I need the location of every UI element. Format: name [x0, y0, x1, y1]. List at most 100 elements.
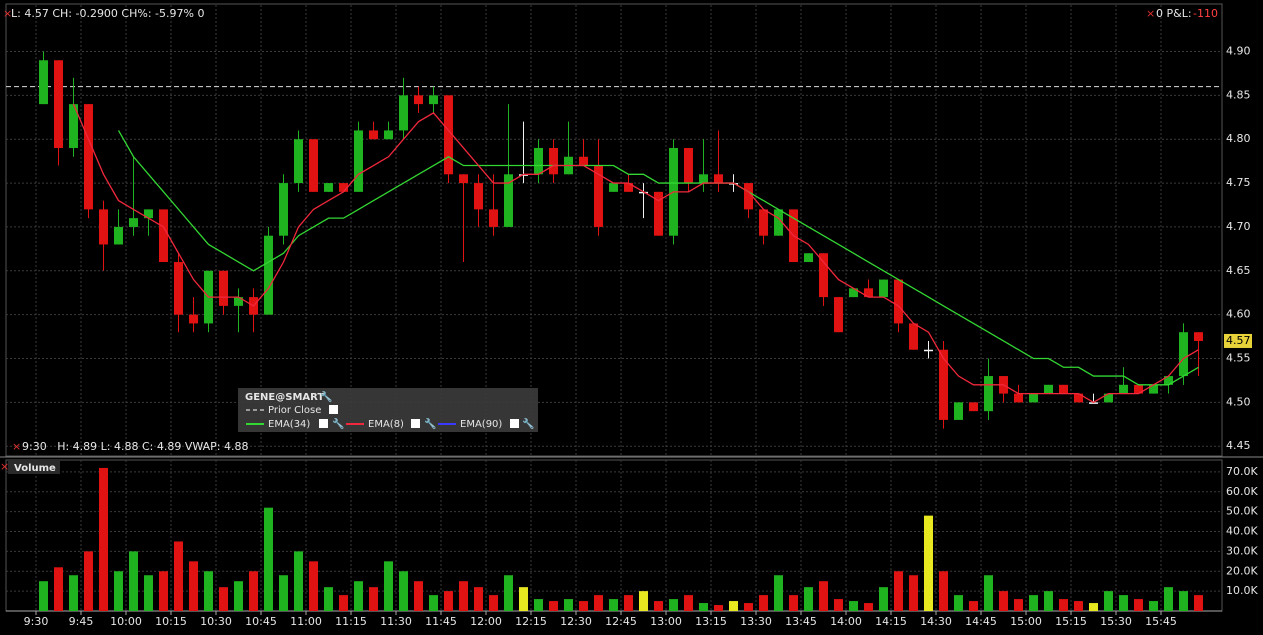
- close-icon[interactable]: ×: [0, 460, 9, 473]
- checkbox[interactable]: [329, 405, 338, 414]
- settings-icon[interactable]: 🔧: [320, 390, 332, 403]
- y-tick-label: 4.60: [1226, 308, 1251, 321]
- x-tick-label: 11:30: [380, 615, 412, 628]
- x-tick-label: 14:45: [965, 615, 997, 628]
- y-tick-label: 20.0K: [1226, 564, 1258, 577]
- candle-body: [654, 191, 663, 236]
- candle-body: [774, 209, 783, 236]
- close-icon[interactable]: ×: [1146, 7, 1155, 20]
- volume-bar: [414, 581, 423, 611]
- volume-bar: [174, 541, 183, 611]
- x-tick-label: 9:45: [69, 615, 94, 628]
- volume-bar: [804, 587, 813, 611]
- settings-icon[interactable]: 🔧: [522, 417, 534, 430]
- volume-bar: [234, 581, 243, 611]
- x-tick-label: 13:15: [695, 615, 727, 628]
- quote-line: L: 4.57 CH: -0.2900 CH%: -5.97% 0: [11, 7, 204, 20]
- settings-icon[interactable]: 🔧: [424, 417, 436, 430]
- candle-body: [609, 183, 618, 192]
- candle-body: [504, 174, 513, 227]
- x-tick-label: 9:30: [24, 615, 49, 628]
- volume-bar: [969, 601, 978, 611]
- x-tick-label: 13:00: [650, 615, 682, 628]
- candle-body: [339, 183, 348, 192]
- y-tick-label: 10.0K: [1226, 584, 1258, 597]
- candle-body: [759, 209, 768, 236]
- ema-line: [72, 103, 1199, 404]
- candle-body: [954, 402, 963, 420]
- candle-body: [69, 104, 78, 148]
- volume-bar: [309, 561, 318, 611]
- x-tick-label: 10:15: [155, 615, 187, 628]
- candle-body: [1104, 393, 1113, 403]
- x-tick-label: 12:45: [605, 615, 637, 628]
- y-tick-label: 4.90: [1226, 44, 1251, 57]
- y-tick-label: 4.65: [1226, 264, 1251, 277]
- candle-body: [804, 253, 813, 263]
- volume-bar: [489, 595, 498, 611]
- grid-layer: [6, 5, 1222, 611]
- candle-body: [129, 218, 138, 227]
- volume-bar: [1179, 591, 1188, 611]
- volume-bar: [504, 575, 513, 611]
- x-tick-label: 11:00: [290, 615, 322, 628]
- candle-body: [834, 297, 843, 333]
- x-tick-label: 12:15: [515, 615, 547, 628]
- settings-icon[interactable]: 🔧: [332, 417, 344, 430]
- x-tick-label: 12:30: [560, 615, 592, 628]
- volume-bar: [219, 587, 228, 611]
- volume-bar: [1119, 595, 1128, 611]
- candle-body: [714, 174, 723, 184]
- volume-bar: [354, 581, 363, 611]
- volume-bar: [399, 571, 408, 611]
- candle-body: [1014, 393, 1023, 403]
- volume-title: Volume: [14, 463, 56, 474]
- volume-bar: [834, 599, 843, 611]
- checkbox[interactable]: [411, 419, 420, 428]
- volume-bar: [474, 587, 483, 611]
- candle-body: [309, 139, 318, 192]
- candle-body: [294, 139, 303, 184]
- candle-body: [624, 183, 633, 192]
- candle-body: [324, 183, 333, 192]
- volume-bar: [639, 591, 648, 611]
- legend-box: [238, 388, 538, 432]
- volume-bar: [1014, 599, 1023, 611]
- bar-info: 9:30 H: 4.89 L: 4.88 C: 4.89 VWAP: 4.88: [22, 440, 249, 453]
- volume-bar: [1194, 595, 1203, 611]
- candle-body: [39, 60, 48, 105]
- x-tick-label: 15:30: [1100, 615, 1132, 628]
- candle-body: [234, 297, 243, 306]
- candle-body: [894, 279, 903, 324]
- volume-bar: [279, 575, 288, 611]
- checkbox[interactable]: [510, 419, 519, 428]
- volume-bar: [444, 591, 453, 611]
- x-tick-label: 14:30: [920, 615, 952, 628]
- y-tick-label: 50.0K: [1226, 505, 1258, 518]
- volume-bar: [954, 595, 963, 611]
- candle-body: [114, 226, 123, 245]
- volume-bar: [579, 601, 588, 611]
- volume-bar: [789, 595, 798, 611]
- x-tick-label: 14:00: [830, 615, 862, 628]
- candle-body: [1119, 384, 1128, 394]
- close-icon[interactable]: ×: [3, 7, 12, 20]
- y-tick-label: 70.0K: [1226, 465, 1258, 478]
- y-tick-label: 60.0K: [1226, 485, 1258, 498]
- x-tick-label: 10:00: [110, 615, 142, 628]
- close-icon[interactable]: ×: [12, 440, 21, 453]
- checkbox[interactable]: [319, 419, 328, 428]
- candle-body: [264, 235, 273, 315]
- volume-bar: [99, 467, 108, 611]
- candle-body: [489, 209, 498, 227]
- volume-bar: [429, 595, 438, 611]
- volume-bar: [1044, 591, 1053, 611]
- volume-bar: [684, 595, 693, 611]
- candle-body: [279, 183, 288, 236]
- candle-body: [99, 209, 108, 245]
- y-tick-label: 4.45: [1226, 439, 1251, 452]
- volume-bar: [264, 507, 273, 611]
- candle-body: [579, 156, 588, 166]
